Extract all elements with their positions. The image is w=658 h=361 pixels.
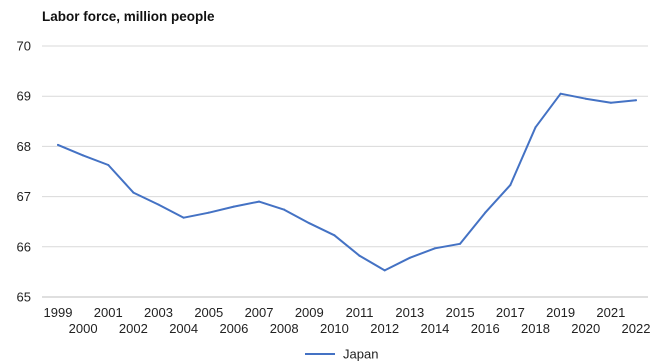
data-point bbox=[559, 92, 562, 95]
y-tick-label: 65 bbox=[17, 290, 31, 305]
y-tick-label: 66 bbox=[17, 239, 31, 254]
x-tick-label: 1999 bbox=[44, 305, 73, 320]
x-tick-label: 2011 bbox=[346, 305, 374, 320]
y-tick-label: 69 bbox=[17, 89, 31, 104]
x-tick-label: 2015 bbox=[446, 305, 475, 320]
x-tick-label: 2008 bbox=[270, 321, 299, 336]
x-tick-label: 2006 bbox=[219, 321, 248, 336]
x-tick-label: 2010 bbox=[320, 321, 349, 336]
data-point bbox=[383, 269, 386, 272]
data-point bbox=[107, 163, 110, 166]
x-tick-label: 2007 bbox=[245, 305, 274, 320]
x-tick-label: 2004 bbox=[169, 321, 198, 336]
grid-lines bbox=[42, 45, 648, 298]
data-point bbox=[433, 247, 436, 250]
x-tick-label: 2013 bbox=[395, 305, 424, 320]
x-tick-label: 2022 bbox=[622, 321, 651, 336]
data-point bbox=[509, 184, 512, 187]
x-tick-label: 2012 bbox=[370, 321, 399, 336]
data-point bbox=[584, 97, 587, 100]
y-tick-label: 70 bbox=[17, 39, 31, 54]
y-tick-label: 67 bbox=[17, 189, 31, 204]
x-axis-ticks: 1999200020012002200320042005200620072008… bbox=[44, 305, 651, 336]
data-point bbox=[459, 242, 462, 245]
data-point bbox=[132, 191, 135, 194]
data-point bbox=[232, 205, 235, 208]
x-tick-label: 2017 bbox=[496, 305, 525, 320]
x-tick-label: 2003 bbox=[144, 305, 173, 320]
x-tick-label: 2014 bbox=[420, 321, 449, 336]
x-tick-label: 2019 bbox=[546, 305, 575, 320]
data-point bbox=[635, 99, 637, 102]
data-point bbox=[333, 234, 336, 237]
data-point bbox=[358, 254, 361, 257]
data-point bbox=[534, 126, 537, 129]
legend: Japan bbox=[305, 347, 378, 361]
legend-label: Japan bbox=[343, 347, 378, 361]
data-point bbox=[182, 216, 185, 219]
y-tick-label: 68 bbox=[17, 139, 31, 154]
data-point bbox=[283, 208, 286, 211]
data-point bbox=[258, 200, 261, 203]
x-tick-label: 2020 bbox=[571, 321, 600, 336]
data-point bbox=[157, 203, 160, 206]
series-line-japan bbox=[57, 92, 637, 272]
x-tick-label: 2001 bbox=[94, 305, 123, 320]
x-tick-label: 2016 bbox=[471, 321, 500, 336]
x-tick-label: 2009 bbox=[295, 305, 324, 320]
x-tick-label: 2005 bbox=[194, 305, 223, 320]
x-tick-label: 2002 bbox=[119, 321, 148, 336]
x-tick-label: 2018 bbox=[521, 321, 550, 336]
chart-title: Labor force, million people bbox=[42, 9, 215, 24]
x-tick-label: 2000 bbox=[69, 321, 98, 336]
data-point bbox=[82, 154, 85, 157]
data-point bbox=[57, 143, 59, 146]
data-point bbox=[408, 256, 411, 259]
series-lines bbox=[57, 92, 637, 272]
data-point bbox=[484, 211, 487, 214]
data-point bbox=[207, 211, 210, 214]
data-point bbox=[308, 222, 311, 225]
y-axis-ticks: 65 66 67 68 69 70 bbox=[17, 39, 31, 305]
x-tick-label: 2021 bbox=[596, 305, 625, 320]
data-point bbox=[609, 101, 612, 104]
